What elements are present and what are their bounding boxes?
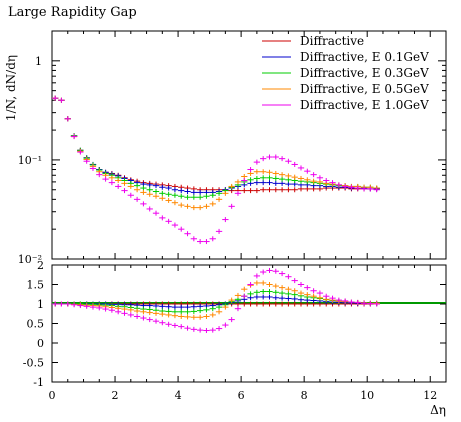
legend: Diffractive Diffractive, E 0.1GeV Diffract… bbox=[262, 34, 429, 112]
ratio-y-tick-label: 2 bbox=[37, 259, 44, 272]
y-tick-label: 1 bbox=[35, 55, 42, 68]
x-tick-label: 12 bbox=[423, 389, 437, 402]
ratio-y-tick-label: 1 bbox=[37, 298, 44, 311]
ratio-plot-frame bbox=[51, 264, 447, 383]
y-tick-label: 10⁻¹ bbox=[18, 154, 42, 167]
x-tick-label: 10 bbox=[360, 389, 374, 402]
legend-entry: Diffractive, E 0.1GeV bbox=[300, 50, 429, 64]
ratio-y-tick-label: 0.5 bbox=[27, 318, 45, 331]
x-tick-label: 6 bbox=[238, 389, 245, 402]
x-tick-label: 4 bbox=[175, 389, 182, 402]
series-4 bbox=[52, 95, 380, 334]
series-3 bbox=[52, 95, 380, 320]
y-axis-label: 1/N, dN/dη bbox=[4, 55, 18, 121]
x-axis-label: Δη bbox=[430, 403, 446, 417]
legend-entry: Diffractive bbox=[300, 34, 364, 48]
ratio-y-tick-label: -0.5 bbox=[23, 357, 44, 370]
ratio-y-tick-label: -1 bbox=[33, 376, 44, 389]
legend-entry: Diffractive, E 1.0GeV bbox=[300, 98, 429, 112]
plot-title: Large Rapidity Gap bbox=[8, 5, 137, 20]
series-1 bbox=[52, 95, 380, 310]
series-0 bbox=[52, 95, 380, 307]
ratio-y-tick-label: 0 bbox=[37, 337, 44, 350]
x-tick-label: 8 bbox=[301, 389, 308, 402]
x-tick-label: 0 bbox=[49, 389, 56, 402]
ratio-y-tick-label: 1.5 bbox=[27, 279, 45, 292]
y-tick-label: 10⁻² bbox=[18, 253, 42, 266]
x-tick-label: 2 bbox=[112, 389, 119, 402]
main-plot-frame bbox=[51, 30, 447, 260]
legend-entry: Diffractive, E 0.5GeV bbox=[300, 82, 429, 96]
series-2 bbox=[52, 95, 380, 315]
legend-entry: Diffractive, E 0.3GeV bbox=[300, 66, 429, 80]
